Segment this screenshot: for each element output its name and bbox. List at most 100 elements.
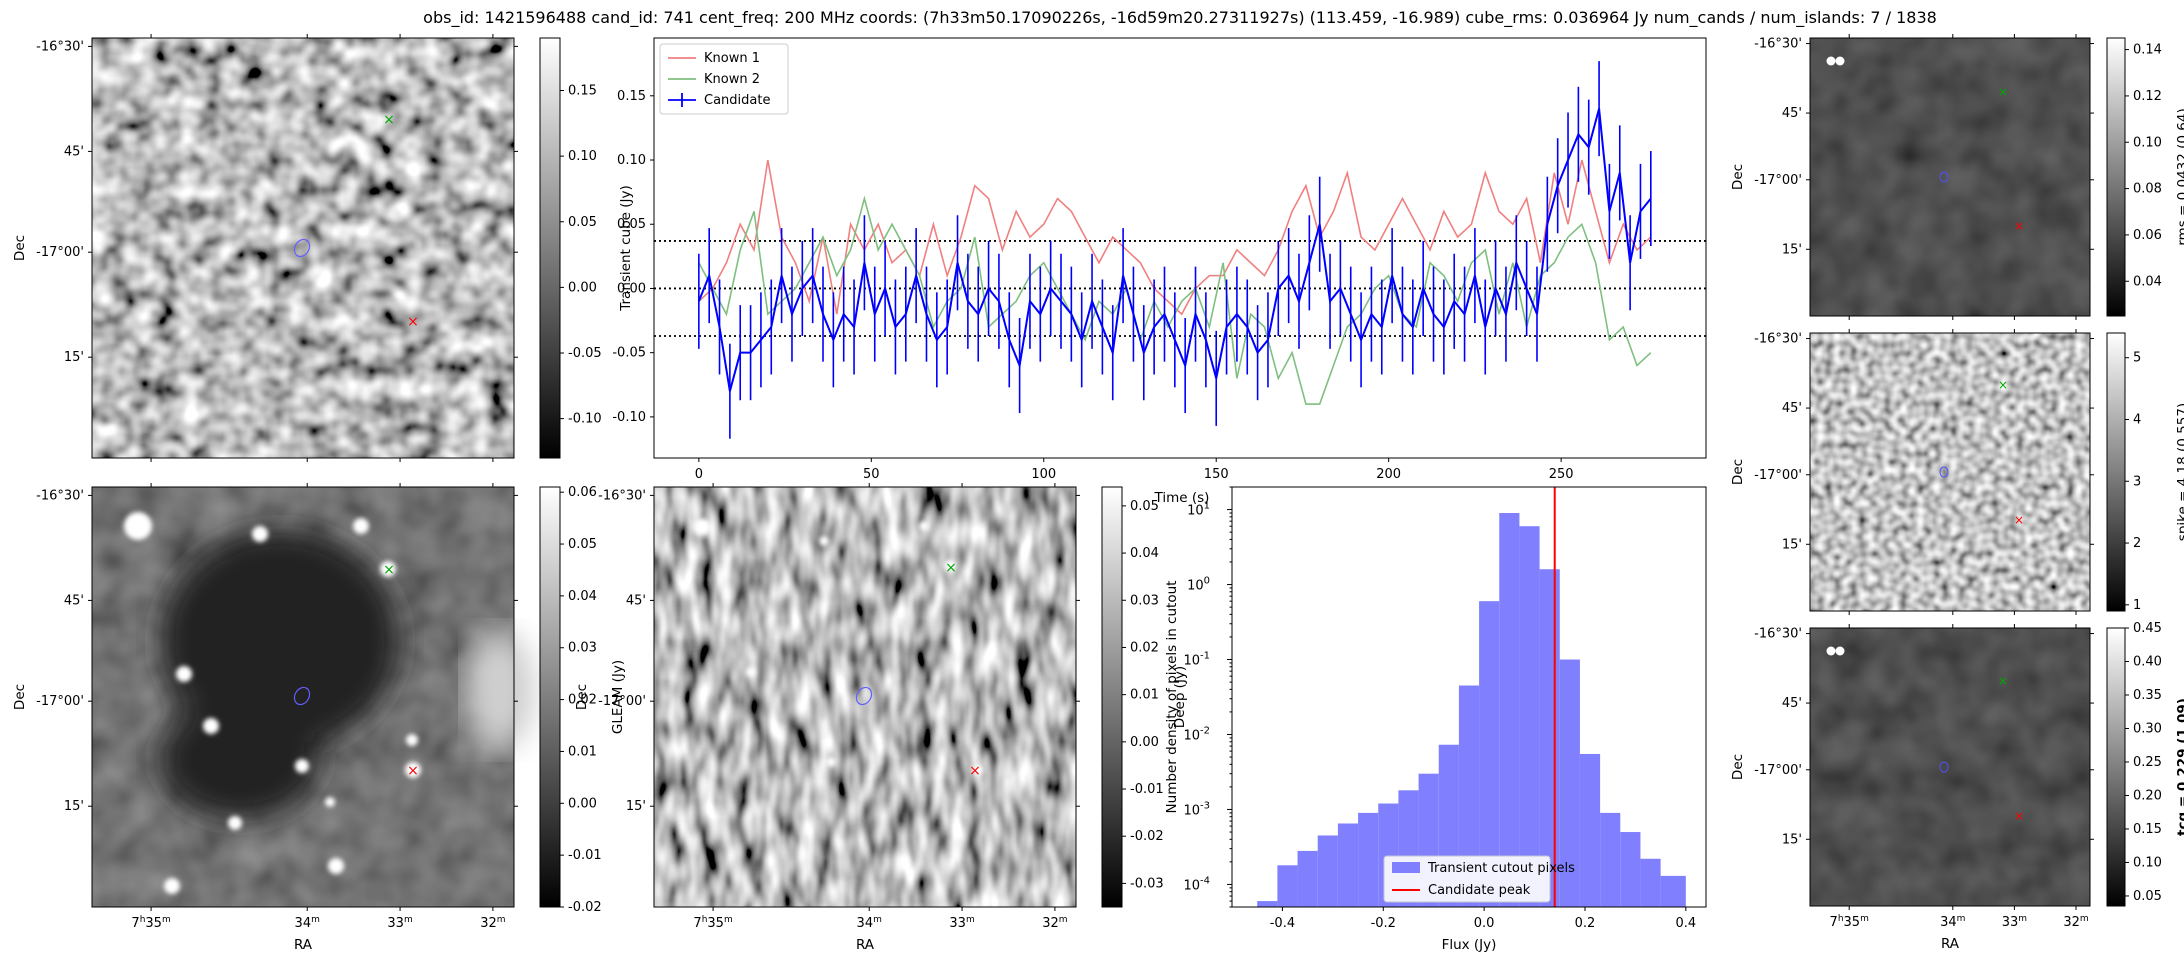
colorbar-tick-label: 0.10 bbox=[2133, 135, 2162, 150]
dec-tick-label: 15' bbox=[64, 350, 84, 365]
histogram-bar bbox=[1479, 601, 1500, 907]
lightcurve-frame bbox=[653, 37, 1707, 459]
ra-tick-label: 32m bbox=[480, 915, 505, 931]
colorbar-tick-label: 0.20 bbox=[2133, 788, 2162, 803]
hist-x-tick-label: -0.4 bbox=[1270, 916, 1295, 931]
dec-tick-label: -17°00' bbox=[36, 694, 84, 709]
colorbar-tick-label: 0.25 bbox=[2133, 755, 2162, 770]
dec-tick-label: 15' bbox=[1782, 832, 1802, 847]
colorbar-tick-label: 0.35 bbox=[2133, 688, 2162, 703]
dec-tick-label: -16°30' bbox=[1754, 627, 1802, 642]
hist-x-tick-label: 0.0 bbox=[1474, 916, 1495, 931]
colorbar-label-spike: spike = 4.18 (0.557) bbox=[2175, 403, 2184, 541]
histogram-plot bbox=[1257, 487, 1686, 907]
dec-axis-label: Dec bbox=[1730, 754, 1746, 780]
svg-text:×: × bbox=[383, 562, 395, 578]
colorbar-tick-label: 0.10 bbox=[568, 149, 597, 164]
hist-y-tick-label: 101 bbox=[1187, 501, 1210, 519]
histogram-bar bbox=[1317, 835, 1338, 907]
colorbar-tick-label: 0.06 bbox=[568, 485, 597, 500]
legend-swatch bbox=[1392, 862, 1420, 873]
colorbar-tick-label: -0.01 bbox=[568, 848, 602, 863]
colorbar-tick-label: 1 bbox=[2133, 598, 2141, 613]
colorbar-rms bbox=[2106, 37, 2126, 317]
svg-text:×: × bbox=[969, 763, 981, 779]
deep-image-panel: × × bbox=[653, 486, 1077, 908]
y-tick-label: -0.05 bbox=[612, 346, 646, 361]
colorbar-spike bbox=[2106, 332, 2126, 612]
lightcurve-ylabel: Transient cube (Jy) bbox=[618, 185, 634, 312]
ra-tick-label: 32m bbox=[2063, 914, 2088, 930]
histogram-bar bbox=[1499, 512, 1520, 907]
colorbar-tick-label: 0.04 bbox=[1130, 546, 1159, 561]
x-tick-label: 100 bbox=[1031, 467, 1056, 482]
legend-box bbox=[1383, 855, 1551, 903]
series-known-1 bbox=[698, 159, 1652, 316]
ra-axis-label: RA bbox=[1941, 936, 1960, 952]
colorbar-tick-label: 0.40 bbox=[2133, 654, 2162, 669]
x-tick-label: 0 bbox=[695, 467, 703, 482]
ra-tick-label: 33m bbox=[949, 915, 974, 931]
ra-tick-label: 33m bbox=[2002, 914, 2027, 930]
histogram-bar bbox=[1337, 823, 1359, 907]
figure-title: obs_id: 1421596488 cand_id: 741 cent_fre… bbox=[423, 8, 1937, 28]
dec-tick-label: 45' bbox=[1782, 106, 1802, 121]
colorbar-tick-label: 0.05 bbox=[1130, 499, 1159, 514]
histogram-bar bbox=[1257, 901, 1278, 907]
histogram-bar bbox=[1559, 659, 1580, 907]
histogram-bar bbox=[1297, 850, 1318, 907]
hist-x-tick-label: 0.4 bbox=[1675, 916, 1696, 931]
axes-layer: -16°30' 45' -17°00' 15' Dec -16°30' 45' -17°00'… bbox=[12, 34, 2184, 953]
colorbar-tick-label: 0.01 bbox=[568, 744, 597, 759]
colorbar-tick-label: 0.04 bbox=[568, 589, 597, 604]
y-tick-label: 0.10 bbox=[617, 153, 646, 168]
legend-entry: Known 1 bbox=[704, 51, 760, 66]
transient-image bbox=[92, 38, 514, 458]
colorbar-tick-label: 0.06 bbox=[2133, 228, 2162, 243]
colorbar-label-rms: rms = 0.0432 (0.64) bbox=[2175, 108, 2184, 246]
colorbar-tick-label: -0.10 bbox=[568, 412, 602, 427]
colorbar-tick-label: 0.14 bbox=[2133, 43, 2162, 58]
histogram-bar bbox=[1358, 812, 1379, 907]
colorbar-tick-label: 0.05 bbox=[568, 537, 597, 552]
dec-tick-label: 15' bbox=[626, 799, 646, 814]
spike-image-panel: × × bbox=[1809, 332, 2091, 612]
dec-tick-label: -17°00' bbox=[1754, 173, 1802, 188]
colorbar-tick-label: 0.00 bbox=[568, 280, 597, 295]
legend-entry: Candidate peak bbox=[1428, 883, 1531, 898]
ra-tick-label: 33m bbox=[387, 915, 412, 931]
dec-tick-label: 15' bbox=[1782, 537, 1802, 552]
dec-axis-label: Dec bbox=[12, 684, 28, 710]
rms-image-panel: × × bbox=[1809, 37, 2091, 317]
colorbar-tick-label: 0.04 bbox=[2133, 274, 2162, 289]
dec-tick-label: 45' bbox=[1782, 401, 1802, 416]
dec-tick-label: 45' bbox=[64, 593, 84, 608]
colorbar-label-gleam: GLEAM (Jy) bbox=[610, 660, 626, 734]
hist-y-tick-label: 10-2 bbox=[1183, 725, 1210, 743]
hist-y-tick-label: 10-1 bbox=[1183, 651, 1210, 669]
histogram-bar bbox=[1600, 812, 1621, 907]
histogram-xlabel: Flux (Jy) bbox=[1442, 937, 1497, 953]
ra-axis-label: RA bbox=[856, 937, 875, 953]
ra-tick-label: 34m bbox=[1940, 914, 1965, 930]
legend-entry: Candidate bbox=[704, 93, 770, 108]
hist-x-tick-label: 0.2 bbox=[1575, 916, 1596, 931]
histogram-bar bbox=[1519, 526, 1540, 907]
tcg-image-panel: × × bbox=[1809, 627, 2091, 907]
dec-axis-label: Dec bbox=[1730, 164, 1746, 190]
dec-tick-label: -16°30' bbox=[598, 488, 646, 503]
dec-tick-label: -17°00' bbox=[1754, 763, 1802, 778]
svg-text:×: × bbox=[945, 560, 957, 576]
colorbar-tick-label: 0.00 bbox=[568, 796, 597, 811]
svg-text:×: × bbox=[1998, 85, 2008, 99]
lightcurve-xlabel: Time (s) bbox=[1154, 490, 1210, 506]
colorbar-transient bbox=[539, 37, 561, 459]
histogram-bar bbox=[1620, 832, 1641, 907]
colorbar-tick-label: 0.12 bbox=[2133, 89, 2162, 104]
ra-tick-label: 7h35m bbox=[131, 915, 170, 931]
colorbar-tick-label: 5 bbox=[2133, 351, 2141, 366]
dec-axis-label: Dec bbox=[574, 684, 590, 710]
colorbar-tick-label: -0.05 bbox=[568, 346, 602, 361]
dec-tick-label: 45' bbox=[626, 593, 646, 608]
x-tick-label: 200 bbox=[1376, 467, 1401, 482]
